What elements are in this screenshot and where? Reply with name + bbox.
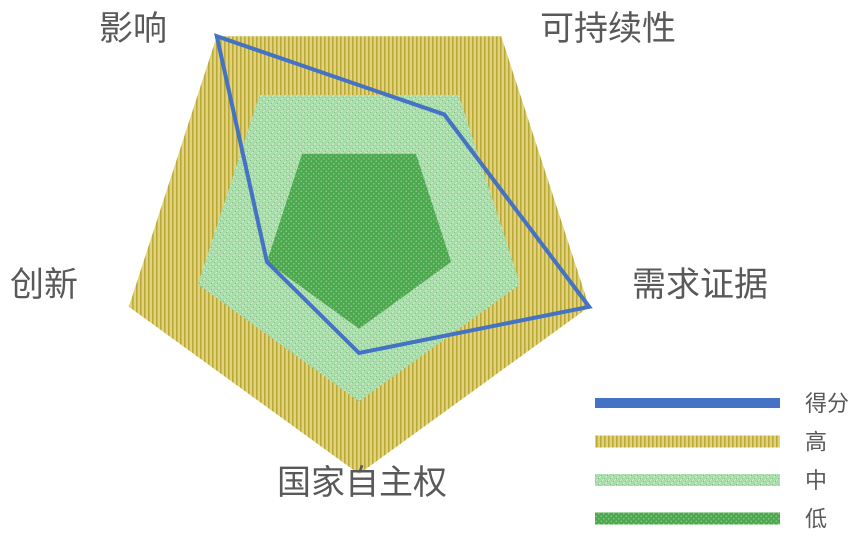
legend-swatch-low	[595, 512, 780, 525]
axis-label-4: 可持续性	[540, 9, 676, 49]
legend-label-0: 得分	[805, 392, 849, 417]
legend-label-1: 高	[805, 431, 827, 456]
axis-label-1: 国家自主权	[277, 463, 447, 503]
axis-label-3: 影响	[99, 9, 167, 49]
axis-label-2: 创新	[10, 265, 78, 305]
legend-swatch-mid	[595, 474, 780, 486]
series-line-score	[214, 33, 593, 356]
legend-swatch-score	[595, 398, 780, 408]
legend-swatch-high	[595, 435, 780, 448]
band-low	[266, 153, 452, 329]
legend-label-2: 中	[805, 469, 827, 494]
axis-label-0: 需求证据	[632, 265, 768, 305]
legend-label-3: 低	[805, 508, 827, 533]
